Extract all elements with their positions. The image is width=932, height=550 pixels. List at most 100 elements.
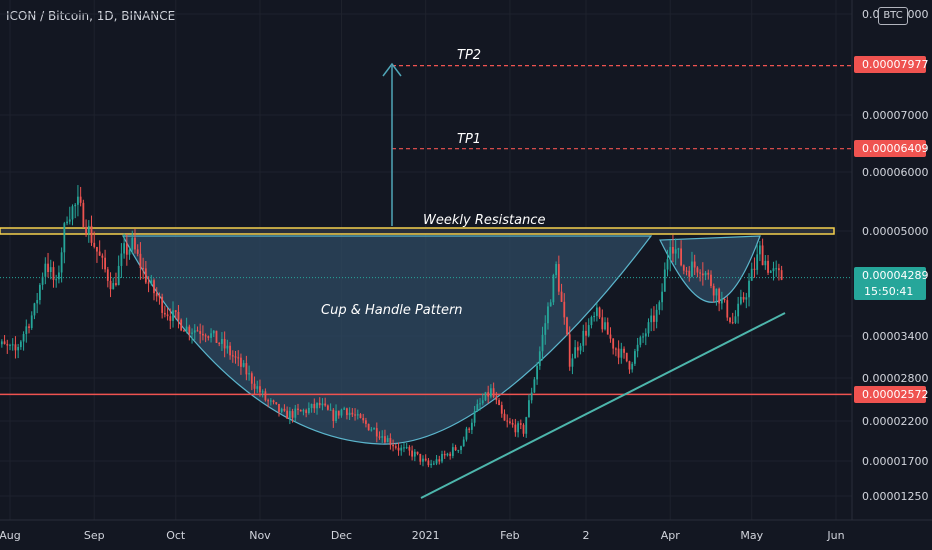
candle-body — [634, 351, 636, 364]
candle-body — [207, 336, 210, 338]
candle-body — [530, 392, 533, 401]
candle-body — [182, 330, 185, 332]
candle-body — [313, 403, 316, 409]
candle-body — [144, 268, 147, 283]
candle-body — [316, 402, 318, 409]
candle-body — [720, 298, 723, 304]
candle-body — [245, 363, 248, 375]
candle-body — [639, 337, 642, 345]
candle-body — [498, 400, 500, 406]
candle-body — [125, 243, 128, 255]
candle-body — [528, 400, 530, 418]
candle-body — [582, 330, 585, 346]
candle-body — [210, 333, 212, 338]
x-tick-label: Feb — [500, 529, 519, 542]
candle-body — [566, 317, 568, 335]
tp1-price-tag: 0.00006409 — [854, 140, 928, 157]
candle-body — [85, 226, 87, 234]
candle-body — [693, 261, 696, 268]
x-tick-label: Aug — [0, 529, 21, 542]
candle-body — [663, 269, 666, 292]
candle-body — [669, 247, 672, 260]
x-tick-label: Nov — [249, 529, 271, 542]
candle-body — [96, 246, 98, 252]
tp2-price-tag: 0.00007977 — [854, 56, 928, 73]
price-axis[interactable]: 0.000090000.000070000.000060000.00005000… — [851, 0, 928, 520]
candle-body — [620, 348, 623, 358]
candle-body — [422, 458, 424, 462]
candle-body — [677, 248, 680, 250]
candle-body — [365, 420, 367, 424]
candle-body — [19, 341, 22, 348]
candle-body — [680, 248, 682, 266]
candle-body — [476, 404, 479, 412]
candle-body — [609, 334, 612, 339]
candle-body — [446, 453, 449, 456]
candle-body — [424, 458, 427, 461]
candle-body — [435, 459, 438, 464]
candle-body — [560, 291, 563, 302]
y-tick-label: 0.00007000 — [862, 109, 928, 122]
price-tags: 0.00007977 0.00006409 0.00004289 15:50:4… — [854, 56, 928, 403]
candle-body — [549, 302, 552, 307]
candle-body — [212, 330, 215, 334]
candle-body — [778, 268, 780, 271]
candle-body — [506, 420, 509, 422]
tp2-label: TP2 — [457, 48, 481, 63]
candle-body — [767, 260, 769, 273]
x-tick-label: Sep — [84, 529, 105, 542]
candle-body — [343, 408, 346, 410]
weekly-resistance-label: Weekly Resistance — [423, 213, 545, 228]
candle-body — [636, 344, 639, 352]
ascending-trendline — [420, 312, 786, 499]
candle-body — [22, 334, 25, 342]
candle-body — [55, 279, 58, 281]
candle-body — [403, 447, 405, 449]
candle-body — [63, 223, 66, 253]
y-tick-label: 0.00006000 — [862, 166, 928, 179]
candle-body — [555, 264, 558, 276]
candle-body — [58, 272, 60, 280]
candle-body — [240, 357, 242, 367]
candle-body — [606, 322, 609, 335]
candle-body — [264, 391, 267, 401]
candle-body — [109, 280, 112, 290]
candle-body — [460, 446, 462, 451]
candle-body — [661, 291, 663, 303]
candle-body — [98, 251, 101, 256]
candle-body — [332, 409, 335, 422]
candle-body — [750, 268, 753, 281]
candle-body — [522, 424, 525, 434]
candle-body — [378, 436, 381, 438]
candle-body — [359, 414, 362, 418]
candle-body — [128, 249, 131, 255]
candle-body — [574, 347, 577, 359]
tp1-label: TP1 — [457, 132, 481, 147]
candle-body — [38, 284, 41, 301]
currency-badge[interactable]: BTC — [878, 7, 908, 25]
candle-body — [696, 267, 699, 273]
candle-body — [256, 386, 259, 389]
drawing-overlay — [382, 62, 786, 499]
candle-body — [131, 237, 134, 250]
time-axis[interactable]: Aug Sep Oct Nov Dec 2021 Feb 2 Apr May Jun — [0, 519, 932, 542]
candle-body — [231, 355, 234, 357]
candle-body — [500, 405, 503, 414]
candle-body — [77, 196, 79, 205]
candle-body — [370, 429, 373, 431]
candle-body — [519, 423, 522, 425]
candle-body — [729, 317, 731, 323]
x-tick-label: 2021 — [412, 529, 440, 542]
candle-body — [756, 254, 759, 270]
candle-body — [139, 253, 142, 268]
candle-body — [479, 403, 481, 405]
candle-body — [712, 285, 715, 296]
candle-body — [9, 344, 11, 346]
candle-body — [275, 402, 278, 404]
candle-body — [174, 310, 177, 312]
candle-body — [272, 400, 275, 403]
y-tick-label: 0.00005000 — [862, 225, 928, 238]
candle-body — [52, 267, 55, 280]
candle-body — [87, 225, 90, 234]
